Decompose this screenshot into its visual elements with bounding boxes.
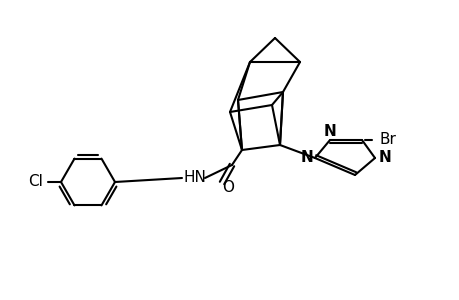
Text: Cl: Cl: [28, 175, 43, 190]
Text: N: N: [300, 151, 313, 166]
Text: O: O: [222, 181, 234, 196]
Text: N: N: [378, 151, 391, 166]
Text: HN: HN: [183, 170, 206, 185]
Text: Br: Br: [379, 133, 396, 148]
Text: N: N: [323, 124, 336, 140]
